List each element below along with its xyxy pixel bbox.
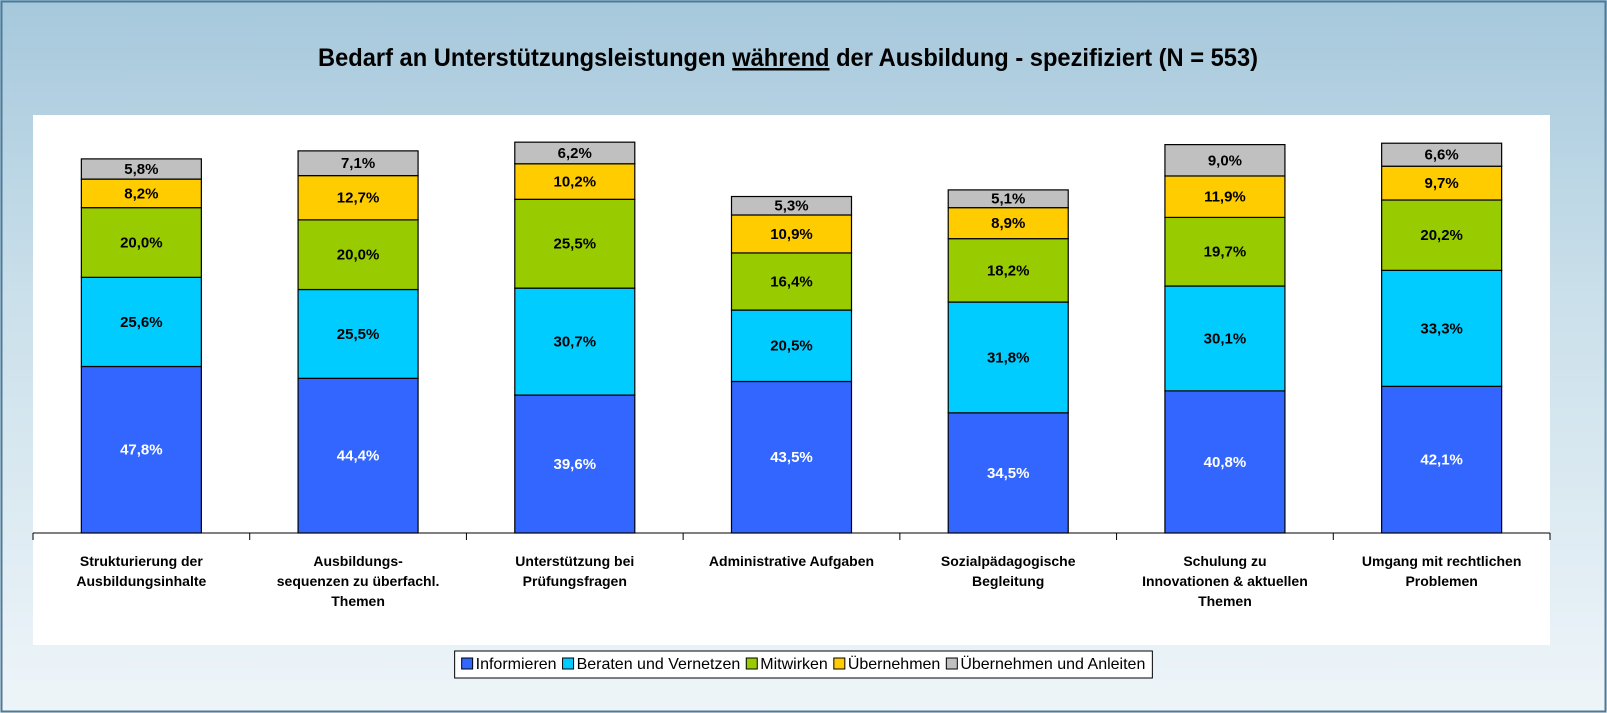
data-label: 18,2% bbox=[987, 262, 1030, 279]
data-label: 11,9% bbox=[1204, 189, 1246, 206]
data-label: 9,7% bbox=[1425, 175, 1459, 192]
bar-segment bbox=[297, 288, 419, 379]
data-label: 5,3% bbox=[774, 198, 808, 215]
data-label: 12,7% bbox=[337, 190, 380, 207]
bar-segment bbox=[297, 175, 419, 221]
legend-swatch bbox=[945, 657, 958, 670]
data-label: 31,8% bbox=[987, 349, 1030, 366]
bar-segment bbox=[1381, 165, 1503, 201]
data-label: 33,3% bbox=[1420, 320, 1463, 337]
bar-segment bbox=[947, 301, 1069, 414]
data-label: 10,9% bbox=[770, 226, 813, 243]
bar-segment bbox=[1164, 144, 1286, 177]
bar-segment bbox=[947, 207, 1069, 240]
x-tick-label: Administrative Aufgaben bbox=[708, 553, 875, 569]
data-label: 6,2% bbox=[558, 145, 592, 162]
data-label: 20,0% bbox=[120, 234, 163, 251]
bar-segment bbox=[1164, 390, 1286, 534]
title-part: der Ausbildung - spezifiziert (N = 553) bbox=[830, 44, 1258, 72]
data-label: 47,8% bbox=[120, 442, 163, 459]
data-label: 25,6% bbox=[120, 314, 163, 331]
bar-segment bbox=[730, 380, 853, 534]
data-label: 19,7% bbox=[1204, 244, 1247, 261]
bar-segment bbox=[1164, 175, 1286, 219]
data-label: 25,5% bbox=[554, 236, 597, 253]
data-label: 30,7% bbox=[554, 334, 597, 351]
legend-swatch bbox=[461, 657, 474, 670]
x-tick-label: Ausbildungs- sequenzen zu überfachl. The… bbox=[276, 553, 440, 609]
legend-swatch bbox=[745, 657, 758, 670]
bar-segment bbox=[947, 189, 1069, 209]
legend-label: Übernehmen bbox=[848, 655, 941, 673]
data-label: 30,1% bbox=[1204, 330, 1247, 347]
bar-segment bbox=[514, 198, 636, 289]
bar-segment bbox=[947, 412, 1069, 534]
legend-label: Beraten und Vernetzen bbox=[577, 656, 741, 673]
bar-segment bbox=[514, 287, 636, 396]
bar-segment bbox=[80, 365, 202, 534]
bar-segment bbox=[947, 238, 1069, 303]
bar-segment bbox=[730, 252, 853, 311]
data-label: 42,1% bbox=[1420, 452, 1463, 469]
data-label: 25,5% bbox=[337, 326, 380, 343]
data-label: 20,0% bbox=[337, 247, 380, 264]
bar-segment bbox=[514, 141, 636, 165]
data-label: 16,4% bbox=[770, 273, 813, 290]
data-label: 44,4% bbox=[337, 448, 380, 465]
legend-label: Übernehmen und Anleiten bbox=[960, 655, 1145, 673]
bar-segment bbox=[1164, 216, 1286, 287]
data-label: 9,0% bbox=[1208, 152, 1242, 169]
bar-segment bbox=[730, 309, 853, 383]
legend-swatch bbox=[562, 657, 575, 670]
x-tick-label: Sozialpädagogische Begleitung bbox=[940, 553, 1076, 589]
data-label: 43,5% bbox=[770, 449, 813, 466]
legend-label: Informieren bbox=[476, 656, 557, 673]
data-label: 20,5% bbox=[770, 338, 813, 355]
x-tick-label: Unterstützung bei Prüfungsfragen bbox=[515, 553, 635, 589]
bar-segment bbox=[80, 207, 202, 278]
title-part: während bbox=[731, 44, 829, 72]
bar-segment bbox=[1381, 199, 1503, 271]
data-label: 7,1% bbox=[341, 155, 375, 172]
data-label: 10,2% bbox=[554, 174, 597, 191]
bar-segment bbox=[1164, 285, 1286, 392]
bar-segment bbox=[1381, 385, 1503, 534]
legend-label: Mitwirken bbox=[760, 656, 828, 673]
chart-title: Bedarf an Unterstützungsleistungen währe… bbox=[318, 44, 1258, 72]
bar-segment bbox=[1381, 142, 1503, 167]
bar-segment bbox=[297, 219, 419, 291]
data-label: 39,6% bbox=[554, 456, 597, 473]
data-label: 8,9% bbox=[991, 215, 1025, 232]
data-label: 20,2% bbox=[1420, 227, 1463, 244]
data-label: 6,6% bbox=[1425, 147, 1459, 164]
x-tick-label: Strukturierung der Ausbildungsinhalte bbox=[76, 553, 207, 589]
legend-swatch bbox=[833, 657, 846, 670]
bar-segment bbox=[730, 195, 853, 216]
data-label: 34,5% bbox=[987, 465, 1030, 482]
data-label: 8,2% bbox=[124, 185, 158, 202]
bar-segment bbox=[1381, 269, 1503, 387]
data-label: 40,8% bbox=[1204, 454, 1247, 471]
bar-segment bbox=[297, 150, 419, 177]
data-label: 5,1% bbox=[991, 191, 1025, 208]
title-part: Bedarf an Unterstützungsleistungen bbox=[318, 44, 732, 72]
x-tick-label: Schulung zu Innovationen & aktuellen The… bbox=[1142, 553, 1308, 609]
data-label: 5,8% bbox=[124, 161, 158, 178]
bar-segment bbox=[80, 178, 202, 209]
x-tick-label: Umgang mit rechtlichen Problemen bbox=[1361, 553, 1522, 589]
bar-segment bbox=[80, 158, 202, 180]
